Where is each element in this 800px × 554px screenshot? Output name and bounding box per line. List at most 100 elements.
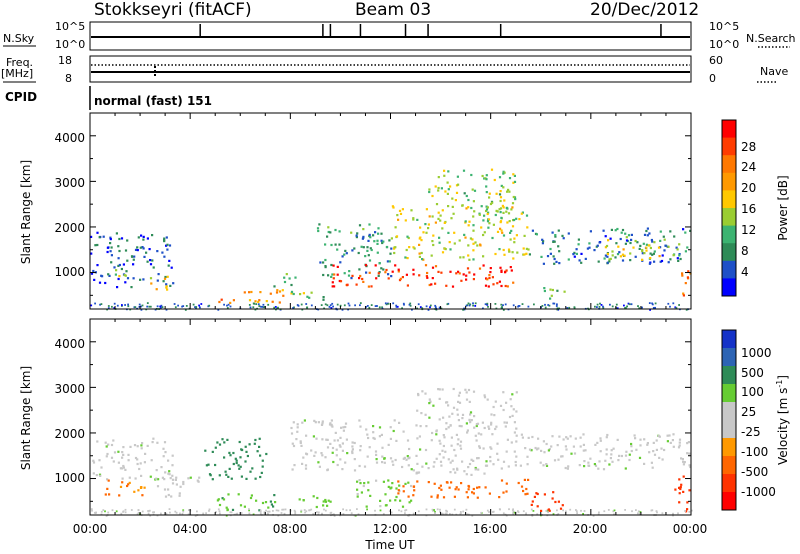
- velocity-noise-cell: [592, 514, 595, 517]
- velocity-cell: [209, 474, 212, 477]
- velocity-cell: [599, 450, 602, 453]
- velocity-cell: [258, 437, 261, 440]
- velocity-cell: [635, 448, 638, 451]
- power-cell: [485, 191, 488, 194]
- velocity-noise-cell: [105, 515, 108, 517]
- velocity-cell: [638, 456, 642, 459]
- velocity-cell: [493, 414, 496, 417]
- velocity-cell: [446, 481, 449, 484]
- power-cell: [558, 250, 561, 253]
- velocity-noise-cell: [208, 510, 210, 512]
- power-noise-cell: [502, 304, 504, 307]
- velocity-noise-cell: [275, 509, 278, 512]
- velocity-cell: [687, 441, 690, 444]
- velocity-cell: [605, 436, 608, 439]
- power-colorbar: [722, 120, 736, 297]
- power-cell: [416, 218, 419, 221]
- velocity-cell: [360, 491, 363, 494]
- velocity-noise-cell: [635, 509, 637, 511]
- station-title: Stokkseyri (fitACF): [94, 0, 252, 20]
- power-cell: [663, 238, 666, 241]
- velocity-noise-cell: [505, 514, 508, 517]
- velocity-cell: [689, 465, 692, 469]
- velocity-noise-cell: [512, 510, 515, 513]
- power-noise-cell: [547, 304, 550, 306]
- power-cell: [632, 246, 635, 249]
- velocity-cell: [625, 450, 628, 453]
- velocity-cell: [401, 505, 405, 508]
- power-cell: [308, 296, 311, 299]
- velocity-noise-cell: [637, 510, 640, 513]
- power-cell: [543, 287, 546, 290]
- velocity-cell: [530, 449, 533, 452]
- power-cell: [466, 267, 470, 270]
- velocity-cell: [253, 442, 256, 445]
- velocity-cell: [543, 451, 546, 454]
- velocity-cell: [442, 496, 446, 499]
- velocity-cell: [421, 390, 424, 393]
- power-noise-cell: [368, 306, 371, 309]
- velocity-cell: [536, 492, 539, 496]
- velocity-cell: [483, 472, 486, 475]
- velocity-cell: [421, 465, 424, 468]
- vel-cbar-tick-1000: 1000: [741, 346, 772, 360]
- power-noise-cell: [555, 305, 558, 307]
- velocity-cell: [438, 439, 441, 442]
- power-cell: [494, 213, 497, 217]
- power-noise-cell: [336, 303, 339, 306]
- velocity-noise-cell: [404, 509, 406, 512]
- velocity-cell: [454, 454, 457, 457]
- velocity-cell: [110, 456, 114, 459]
- velocity-cell: [442, 456, 445, 459]
- velocity-cell: [419, 425, 422, 428]
- power-cell: [485, 205, 488, 208]
- power-noise-cell: [434, 304, 437, 307]
- power-noise-cell: [159, 306, 162, 309]
- power-cell: [444, 190, 447, 193]
- velocity-noise-cell: [259, 510, 262, 513]
- power-cell: [109, 238, 112, 241]
- velocity-cell: [459, 444, 462, 447]
- power-noise-cell: [194, 306, 196, 308]
- power-cell: [257, 300, 260, 303]
- power-cell: [258, 299, 261, 302]
- power-noise-cell: [181, 305, 183, 308]
- power-cell: [553, 262, 556, 265]
- velocity-cell: [397, 492, 400, 495]
- power-cell: [549, 288, 552, 291]
- power-cell: [443, 221, 446, 224]
- velocity-cell: [535, 448, 539, 451]
- velocity-cell: [514, 464, 517, 467]
- velocity-noise-cell: [366, 508, 368, 511]
- power-cell: [498, 280, 501, 283]
- power-cell: [155, 288, 158, 291]
- power-cell: [682, 228, 685, 231]
- velocity-cell: [473, 426, 476, 429]
- velocity-cell: [451, 459, 454, 462]
- power-cell: [412, 218, 415, 221]
- velocity-cell: [543, 493, 546, 496]
- velocity-noise-cell: [688, 511, 691, 513]
- power-noise-cell: [544, 303, 546, 306]
- power-cell: [425, 275, 428, 278]
- velocity-cell: [678, 501, 681, 504]
- velocity-colorbar-swatch: [722, 330, 736, 349]
- power-cell: [346, 284, 349, 287]
- power-noise-cell: [348, 304, 351, 307]
- power-cell: [380, 232, 383, 235]
- power-cell: [412, 268, 415, 271]
- velocity-colorbar-swatch: [722, 348, 736, 367]
- velocity-cell: [445, 401, 448, 404]
- power-cell: [437, 186, 440, 190]
- power-cell: [678, 253, 681, 256]
- power-cell: [506, 221, 509, 224]
- velocity-cell: [526, 463, 529, 466]
- velocity-noise-cell: [388, 510, 391, 512]
- velocity-cell: [104, 493, 107, 496]
- power-cell: [501, 231, 504, 234]
- power-noise-cell: [384, 302, 387, 305]
- velocity-cell: [374, 450, 378, 453]
- power-cell: [492, 223, 495, 226]
- velocity-cell: [466, 431, 469, 434]
